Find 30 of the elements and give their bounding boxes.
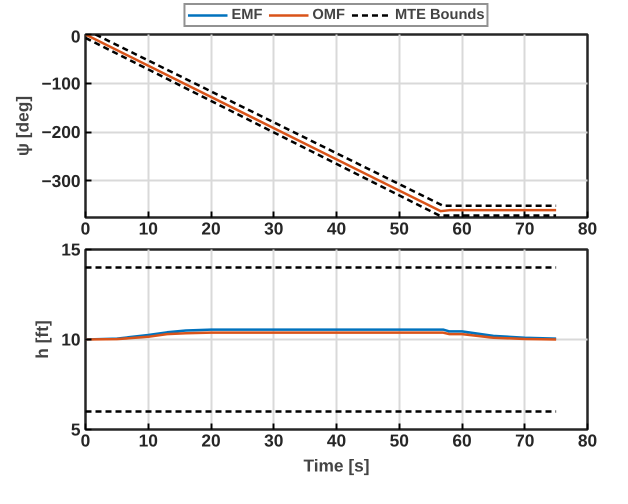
- x-tick-label: 60: [452, 430, 472, 450]
- y-tick-label: 5: [70, 420, 81, 440]
- x-tick-label: 30: [264, 430, 284, 450]
- y-tick-label: 15: [61, 240, 81, 260]
- x-tick-label: 50: [390, 430, 409, 450]
- y-tick-label: −100: [41, 73, 80, 94]
- legend-label: MTE Bounds: [394, 7, 485, 23]
- x-tick-label: 20: [201, 430, 221, 450]
- y-axis-title: ψ [deg]: [12, 96, 32, 156]
- x-tick-label: 60: [452, 218, 472, 238]
- x-tick-label: 70: [515, 218, 534, 238]
- legend-label: EMF: [231, 7, 262, 23]
- y-tick-label: 0: [70, 26, 81, 46]
- x-axis-title: Time [s]: [303, 456, 370, 476]
- y-tick-label: 10: [61, 330, 81, 350]
- y-axis-title: h [ft]: [32, 320, 52, 359]
- y-tick-label: −200: [41, 122, 80, 142]
- x-tick-label: 40: [326, 430, 346, 450]
- x-tick-label: 40: [326, 218, 346, 238]
- x-tick-label: 20: [201, 218, 221, 238]
- x-tick-label: 80: [578, 218, 598, 238]
- x-tick-label: 30: [264, 218, 284, 238]
- x-tick-label: 70: [515, 430, 534, 450]
- x-tick-label: 10: [138, 218, 158, 238]
- x-tick-label: 80: [578, 430, 598, 450]
- line-series: [86, 331, 558, 341]
- y-tick-label: −300: [41, 170, 80, 191]
- x-tick-label: 10: [138, 430, 158, 450]
- x-tick-label: 50: [390, 218, 409, 238]
- legend-label: OMF: [312, 7, 345, 23]
